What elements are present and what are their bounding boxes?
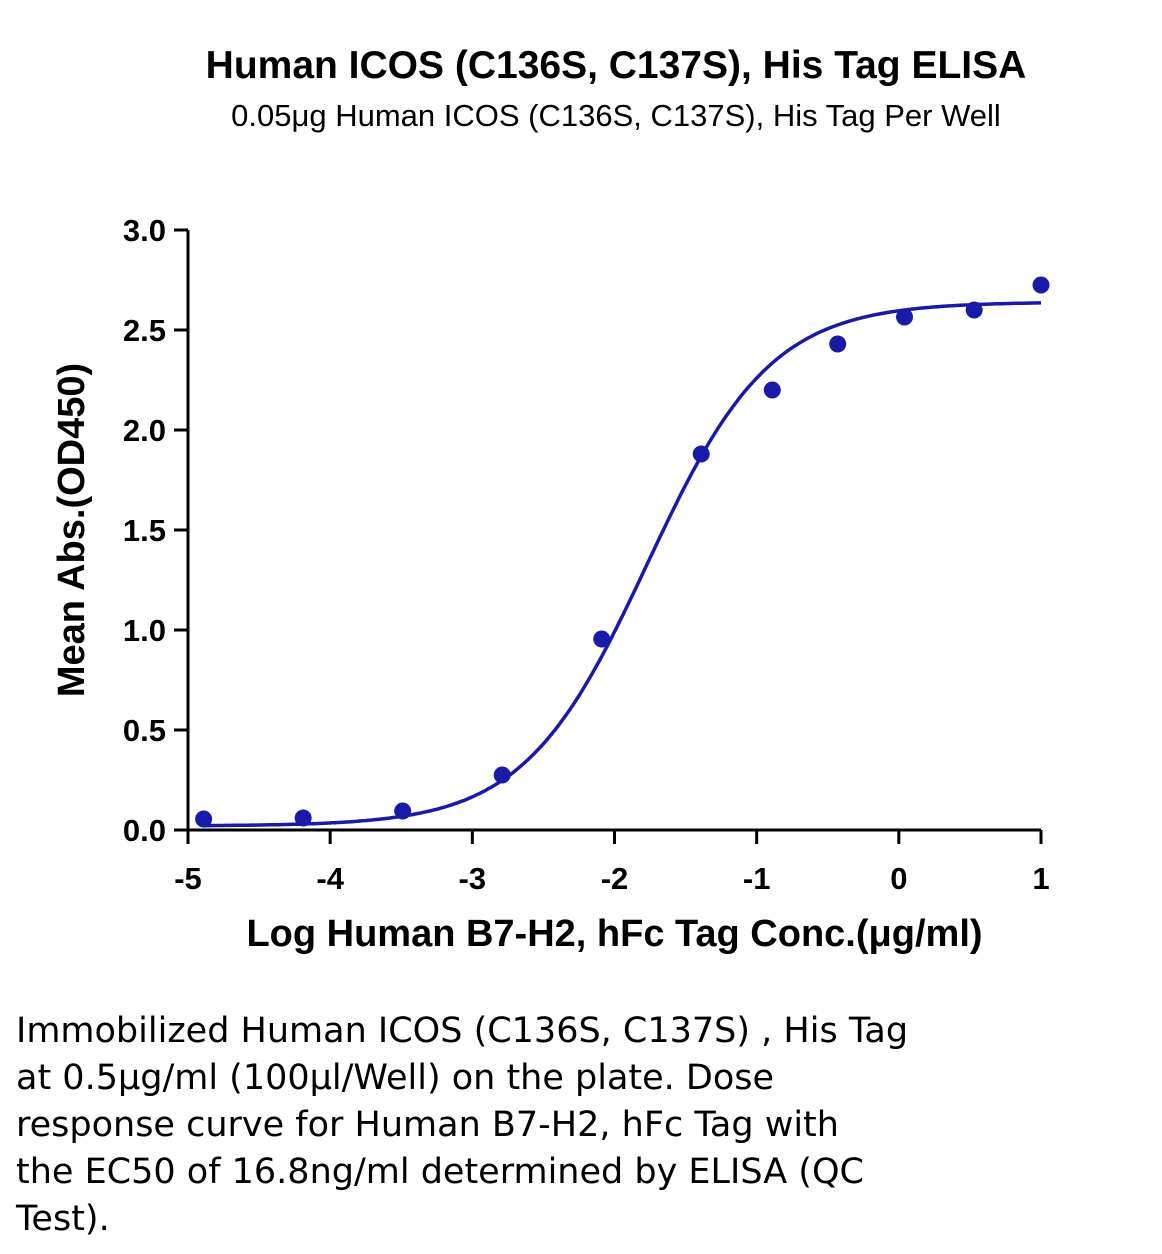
- x-tick-label: -4: [316, 861, 344, 896]
- caption-line: Test).: [16, 1199, 110, 1239]
- data-point: [965, 301, 983, 319]
- data-point: [829, 335, 847, 353]
- elisa-chart: 0.0 0.5 1.0 1.5 2.0 2.5 3.0 -5 -4 -3 -2 -1 0 1 Log Hum…: [51, 213, 1050, 955]
- y-tick-label: 0.5: [123, 713, 166, 748]
- data-point: [394, 802, 412, 820]
- x-tick-label: -2: [601, 861, 629, 896]
- figure-caption: Immobilized Human ICOS (C136S, C137S) , …: [16, 1008, 1136, 1243]
- x-axis-label: Log Human B7-H2, hFc Tag Conc.(μg/ml): [246, 913, 982, 955]
- y-tick-label: 3.0: [123, 213, 166, 248]
- data-point: [294, 809, 312, 827]
- y-tick-label: 2.0: [123, 413, 166, 448]
- x-tick-label: 1: [1032, 861, 1049, 896]
- data-point: [1032, 276, 1050, 294]
- y-tick-label: 2.5: [123, 313, 166, 348]
- data-point: [493, 766, 511, 784]
- y-tick-label: 0.0: [123, 813, 166, 848]
- y-tick-label: 1.5: [123, 513, 166, 548]
- y-tick-label: 1.0: [123, 613, 166, 648]
- data-point: [896, 308, 914, 326]
- x-tick-label: 0: [890, 861, 907, 896]
- chart-title: Human ICOS (C136S, C137S), His Tag ELISA: [205, 44, 1027, 87]
- y-axis-label: Mean Abs.(OD450): [51, 363, 93, 697]
- x-tick-label: -3: [459, 861, 487, 896]
- data-point: [692, 445, 710, 463]
- caption-line: the EC50 of 16.8ng/ml determined by ELIS…: [16, 1152, 864, 1192]
- fit-curve: [203, 301, 1041, 828]
- chart-subtitle: 0.05μg Human ICOS (C136S, C137S), His Ta…: [231, 98, 1001, 133]
- caption-line: response curve for Human B7-H2, hFc Tag …: [16, 1105, 839, 1145]
- data-point: [763, 381, 781, 399]
- caption-line: Immobilized Human ICOS (C136S, C137S) , …: [16, 1011, 909, 1051]
- x-tick-label: -5: [174, 861, 202, 896]
- data-point: [195, 810, 213, 828]
- x-tick-label: -1: [743, 861, 771, 896]
- caption-line: at 0.5μg/ml (100μl/Well) on the plate. D…: [16, 1058, 775, 1098]
- data-point: [593, 630, 611, 648]
